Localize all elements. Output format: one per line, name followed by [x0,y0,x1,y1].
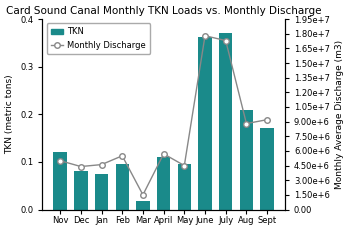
Bar [177,164,191,210]
Bar [240,109,253,210]
Bar [198,37,212,210]
Bar [157,157,170,210]
Bar [74,171,88,210]
Bar [54,152,67,210]
Bar [116,164,129,210]
Y-axis label: TKN (metric tons): TKN (metric tons) [6,74,15,154]
Bar [95,174,108,210]
Legend: TKN, Monthly Discharge: TKN, Monthly Discharge [47,23,150,54]
Y-axis label: Monthly Average Discharge (m3): Monthly Average Discharge (m3) [335,40,344,189]
Title: Card Sound Canal Monthly TKN Loads vs. Monthly Discharge: Card Sound Canal Monthly TKN Loads vs. M… [6,6,321,15]
Bar [260,128,274,210]
Bar [136,201,150,210]
Bar [219,33,232,210]
